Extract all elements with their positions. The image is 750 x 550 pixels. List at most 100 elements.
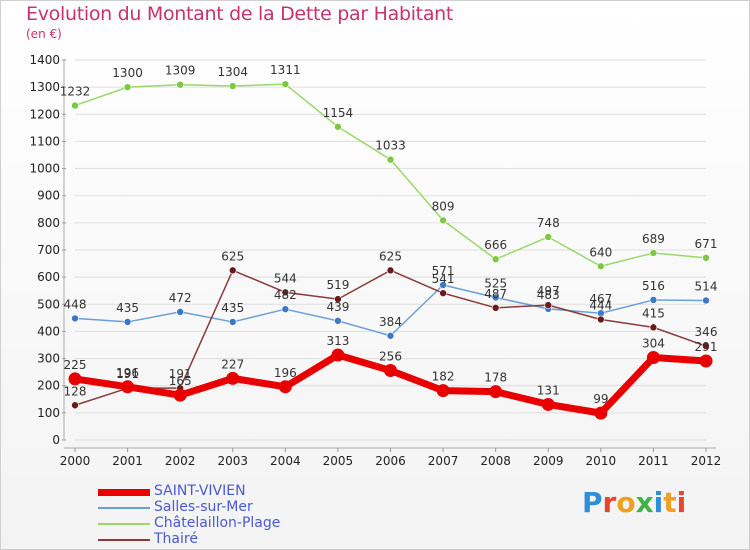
data-point bbox=[281, 305, 290, 313]
data-point bbox=[281, 80, 290, 88]
data-label: 1300 bbox=[112, 66, 143, 80]
data-point bbox=[491, 293, 500, 302]
series-line-ch-telaillon-plage bbox=[74, 83, 707, 268]
data-point bbox=[436, 384, 450, 398]
data-label: 472 bbox=[169, 291, 192, 305]
data-point bbox=[334, 295, 342, 303]
y-tick-label: 1100 bbox=[29, 134, 60, 148]
data-label: 525 bbox=[484, 277, 507, 291]
data-label: 165 bbox=[169, 374, 192, 388]
x-tick-label: 2002 bbox=[165, 454, 196, 468]
data-point bbox=[702, 296, 710, 305]
x-tick-label: 2010 bbox=[586, 454, 617, 468]
data-label: 541 bbox=[432, 272, 455, 286]
logo-letter: r bbox=[602, 486, 617, 519]
logo-letter: o bbox=[616, 486, 636, 519]
data-point bbox=[439, 281, 447, 289]
data-point bbox=[439, 216, 447, 225]
data-point bbox=[334, 317, 342, 325]
data-label: 625 bbox=[379, 249, 402, 263]
logo-letter: x bbox=[635, 486, 654, 519]
x-tick-label: 2007 bbox=[428, 454, 459, 468]
data-label: 448 bbox=[64, 297, 87, 311]
data-point bbox=[228, 266, 237, 275]
data-label: 467 bbox=[589, 292, 612, 306]
legend-swatch bbox=[98, 507, 150, 509]
data-point bbox=[541, 397, 555, 411]
data-point bbox=[597, 315, 605, 324]
data-label: 313 bbox=[326, 334, 349, 348]
data-label: 346 bbox=[695, 325, 718, 339]
proxiti-logo: Proxiti bbox=[582, 486, 686, 519]
data-label: 444 bbox=[589, 298, 612, 312]
data-point bbox=[491, 304, 500, 312]
data-label: 640 bbox=[589, 245, 612, 259]
y-tick-label: 0 bbox=[52, 433, 60, 447]
data-labels: 225 196 165 227 196 313 256 182 178 131 99 304 291 44… bbox=[60, 63, 718, 406]
legend-item-salles-sur-mer: Salles-sur-Mer bbox=[98, 499, 418, 516]
logo-letter: t bbox=[663, 486, 677, 519]
data-point bbox=[491, 255, 500, 264]
data-label: 514 bbox=[695, 279, 718, 293]
data-point bbox=[173, 388, 187, 402]
data-point bbox=[544, 301, 553, 309]
series-group bbox=[68, 80, 713, 420]
data-label: 483 bbox=[537, 288, 560, 302]
data-label: 1311 bbox=[270, 63, 301, 77]
y-tick-label: 100 bbox=[37, 406, 60, 420]
x-tick-label: 2004 bbox=[270, 454, 301, 468]
data-point bbox=[278, 380, 292, 394]
data-label: 131 bbox=[537, 383, 560, 397]
grid bbox=[75, 59, 706, 441]
data-point bbox=[386, 266, 395, 275]
data-point bbox=[702, 342, 710, 350]
y-tick-label: 600 bbox=[37, 270, 60, 284]
y-tick-label: 900 bbox=[37, 189, 60, 203]
data-point bbox=[226, 371, 240, 385]
data-point bbox=[439, 289, 447, 297]
data-label: 191 bbox=[169, 367, 192, 381]
data-point bbox=[649, 249, 658, 257]
legend-swatch bbox=[98, 488, 150, 496]
data-label: 571 bbox=[432, 264, 455, 278]
data-label: 689 bbox=[642, 232, 665, 246]
chart-unit-label: (en €) bbox=[26, 27, 62, 41]
data-point bbox=[228, 82, 237, 90]
data-label: 516 bbox=[642, 279, 665, 293]
y-tick-label: 400 bbox=[37, 324, 60, 338]
data-label: 384 bbox=[379, 315, 402, 329]
data-label: 291 bbox=[695, 340, 718, 354]
x-tick-label: 2001 bbox=[112, 454, 143, 468]
legend-swatch bbox=[98, 523, 150, 525]
data-label: 196 bbox=[116, 366, 139, 380]
y-tick-label: 1300 bbox=[29, 80, 60, 94]
y-tick-label: 800 bbox=[37, 216, 60, 230]
legend-label: Châtelaillon-Plage bbox=[154, 515, 281, 531]
data-point bbox=[176, 80, 184, 89]
x-tick-label: 2005 bbox=[323, 454, 354, 468]
x-tick-label: 2009 bbox=[533, 454, 564, 468]
logo-letter: P bbox=[582, 486, 603, 519]
legend-item-ch-telaillon-plage: Châtelaillon-Plage bbox=[98, 515, 418, 532]
axes: 0 100 200 300 400 500 600 700 800 900 1000 1100 1200… bbox=[29, 53, 721, 468]
data-point bbox=[597, 262, 605, 271]
data-point bbox=[334, 122, 342, 131]
data-label: 435 bbox=[221, 301, 244, 315]
data-label: 482 bbox=[274, 288, 297, 302]
x-tick-label: 2008 bbox=[480, 454, 511, 468]
data-point bbox=[649, 296, 658, 304]
data-label: 196 bbox=[274, 366, 297, 380]
data-label: 191 bbox=[116, 367, 139, 381]
data-point bbox=[123, 83, 132, 91]
data-label: 439 bbox=[326, 300, 349, 314]
data-label: 625 bbox=[221, 249, 244, 263]
legend-label: Thairé bbox=[154, 531, 198, 547]
data-point bbox=[121, 380, 135, 394]
y-tick-label: 700 bbox=[37, 243, 60, 257]
logo-letter: i bbox=[653, 486, 664, 519]
data-label: 227 bbox=[221, 357, 244, 371]
data-label: 178 bbox=[484, 371, 507, 385]
data-label: 99 bbox=[593, 392, 608, 406]
